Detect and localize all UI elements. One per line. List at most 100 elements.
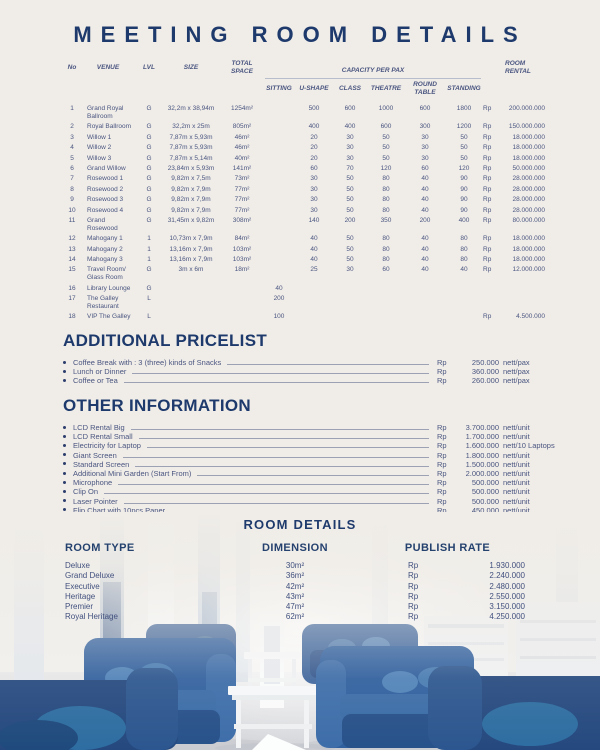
cell-no: 13 [68, 245, 76, 253]
cell-standing: 1200 [456, 123, 472, 131]
cell-round-table: 30 [421, 133, 429, 141]
room-details-columns: ROOM TYPE Deluxe Grand Deluxe Executive … [65, 542, 535, 623]
cell-theatre: 80 [382, 255, 390, 263]
cell-currency: Rp [483, 235, 492, 243]
cell-total-space: 77m² [234, 196, 250, 204]
subheader-theatre: THEATRE [370, 84, 402, 92]
cell-no: 9 [70, 196, 74, 204]
bullet-dot [63, 360, 66, 364]
info-item: Additional Mini Garden (Start From) Rp 2… [63, 469, 545, 478]
cell-class: 30 [346, 266, 354, 274]
cell-class: 200 [344, 217, 356, 224]
cell-u-shape: 40 [310, 245, 318, 253]
cell-venue: VIP The Galley [87, 313, 131, 321]
item-amount: 1.600.000 [465, 441, 499, 451]
rate-amount: 2.480.000 [489, 581, 525, 591]
cell-size: 9,82m x 7,9m [171, 196, 211, 204]
cell-lvl: G [146, 284, 152, 292]
item-amount: 500.000 [471, 478, 499, 488]
bullet-dot [63, 453, 66, 457]
additional-pricelist-section: ADDITIONAL PRICELIST Coffee Break with :… [63, 331, 545, 386]
cell-u-shape: 60 [310, 165, 318, 173]
cell-total-space: 308m² [232, 217, 252, 224]
info-item: Giant Screen Rp 1.800.000 nett/unit [63, 451, 545, 460]
cell-class: 50 [346, 235, 354, 243]
cell-class: 50 [346, 175, 354, 183]
bullet-dot [63, 471, 66, 475]
cell-u-shape: 20 [310, 144, 318, 152]
pricelist-item: Coffee Break with : 3 (three) kinds of S… [63, 358, 545, 367]
cell-rental: 28.000.000 [512, 206, 545, 214]
header-lvl: LVL [143, 64, 155, 72]
bullet-dot [63, 425, 66, 429]
cell-lvl: 1 [147, 235, 151, 243]
item-unit: nett/unit [503, 487, 530, 497]
table-row: 13 Mahogany 2 1 13,16m x 7,9m 103m² 40 5… [65, 244, 545, 254]
table-row: 18 VIP The Galley L 100 Rp 4.500.000 [65, 312, 545, 322]
item-unit: nett/unit [503, 450, 530, 460]
info-item: Electricity for Laptop Rp 1.600.000 nett… [63, 441, 555, 451]
item-amount: 450.000 [471, 505, 499, 515]
cell-size: 23,84m x 5,93m [167, 165, 215, 173]
item-amount: 2.000.000 [465, 469, 499, 479]
cell-theatre: 60 [382, 266, 390, 274]
cell-lvl: L [147, 294, 151, 302]
item-label: Flip Chart with 10pcs Paper [73, 505, 166, 515]
meeting-room-table: No VENUE LVL SIZE TOTAL SPACE CAPACITY P… [65, 57, 545, 322]
item-unit: nett/unit [503, 478, 530, 488]
dimension-header: DIMENSION [262, 542, 328, 554]
cell-round-table: 300 [419, 123, 431, 131]
cell-lvl: G [146, 217, 152, 224]
cell-theatre: 120 [380, 165, 392, 173]
cell-total-space: 103m² [232, 255, 252, 263]
header-capacity-label: CAPACITY PER PAX [341, 67, 405, 75]
item-currency: Rp [437, 505, 447, 515]
table-row: 2 Royal Ballroom G 32,2m x 25m 805m² 400… [65, 122, 545, 132]
cell-size: 9,82m x 7,5m [171, 175, 211, 183]
cell-lvl: G [146, 185, 152, 193]
table-header-row: No VENUE LVL SIZE TOTAL SPACE CAPACITY P… [65, 57, 545, 79]
item-amount: 1.500.000 [465, 459, 499, 469]
header-no: No [67, 64, 77, 72]
cell-standing: 90 [460, 185, 468, 193]
table-row: 1 Grand Royal Ballroom G 32,2m x 38,94m … [65, 104, 545, 122]
dimension-cell: 47m² [285, 602, 305, 612]
cell-lvl: G [146, 196, 152, 204]
cell-rental: 28.000.000 [512, 196, 545, 204]
rate-amount: 4.250.000 [489, 612, 525, 622]
leader-line [197, 475, 429, 477]
room-details-title: ROOM DETAILS [243, 517, 357, 532]
cell-total-space: 84m² [234, 235, 250, 243]
photo-top-fade [0, 512, 600, 750]
leader-line [138, 438, 429, 440]
bullet-dot [63, 499, 66, 503]
cell-venue: Mahogany 3 [87, 255, 123, 263]
cell-standing: 90 [460, 196, 468, 204]
cell-rental: 18.000.000 [512, 235, 545, 243]
cell-round-table: 200 [419, 217, 431, 224]
rate-currency: Rp [408, 581, 419, 591]
item-amount: 360.000 [471, 367, 499, 377]
item-currency: Rp [437, 367, 447, 377]
item-amount: 3.700.000 [465, 423, 499, 432]
cell-class: 50 [346, 196, 354, 204]
cell-no: 3 [70, 133, 74, 141]
cell-lvl: G [146, 266, 152, 274]
publish-rate-row: Rp 2.550.000 [360, 592, 535, 602]
cell-standing: 120 [458, 165, 470, 173]
item-unit: nett/unit [503, 469, 530, 479]
cell-lvl: G [146, 123, 152, 131]
cell-rental: 28.000.000 [512, 185, 545, 193]
rate-currency: Rp [408, 612, 419, 622]
info-item: Laser Pointer Rp 500.000 nett/unit [63, 497, 545, 506]
cell-round-table: 40 [421, 175, 429, 183]
table-row: 7 Rosewood 1 G 9,82m x 7,5m 73m² 30 50 8… [65, 174, 545, 184]
item-amount: 1.800.000 [465, 450, 499, 460]
bullet-dot [63, 462, 66, 466]
leader-line [123, 502, 429, 504]
cell-u-shape: 140 [308, 217, 320, 224]
cell-lvl: G [146, 175, 152, 183]
cell-no: 18 [68, 313, 76, 321]
cell-no: 5 [70, 154, 74, 162]
